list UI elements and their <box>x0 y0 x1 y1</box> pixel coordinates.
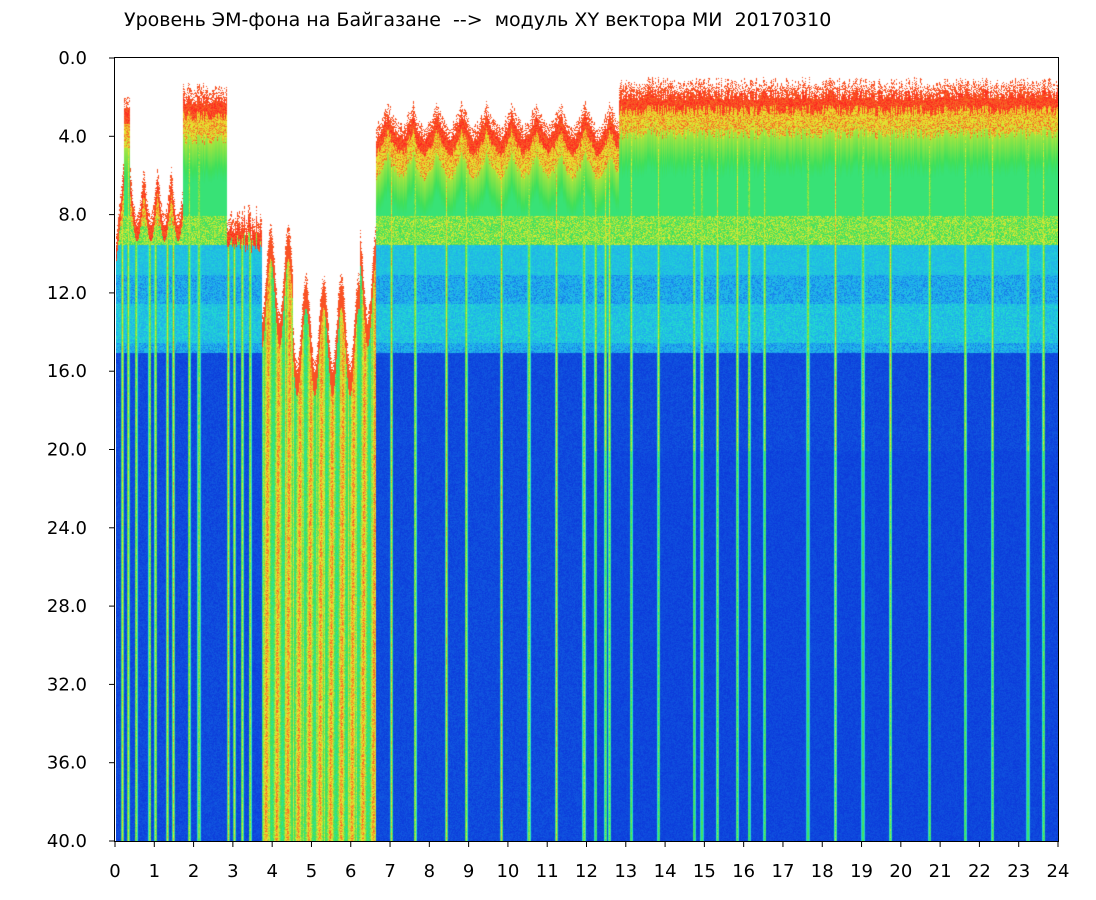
x-tick-label: 22 <box>968 861 991 882</box>
y-tick-label: 20.0 <box>47 440 87 461</box>
chart-title: Уровень ЭМ-фона на Байгазане --> модуль … <box>124 9 832 31</box>
plot-area <box>114 57 1059 842</box>
y-tick-label: 32.0 <box>47 674 87 695</box>
x-tick-label: 7 <box>384 861 395 882</box>
y-tick-label: 24.0 <box>47 518 87 539</box>
x-tick-label: 17 <box>772 861 795 882</box>
x-tick-label: 0 <box>109 861 120 882</box>
y-axis: 0.0 4.0 8.0 12.0 16.0 20.0 24.0 28.0 32.0 36.0 40.… <box>47 48 115 852</box>
y-tick-label: 12.0 <box>47 283 87 304</box>
y-tick-label: 36.0 <box>47 753 87 774</box>
x-tick-label: 1 <box>149 861 160 882</box>
x-tick-label: 12 <box>575 861 598 882</box>
x-tick-label: 23 <box>1007 861 1030 882</box>
x-tick-label: 14 <box>654 861 677 882</box>
x-tick-label: 11 <box>536 861 559 882</box>
x-tick-label: 13 <box>614 861 637 882</box>
x-tick-label: 5 <box>306 861 317 882</box>
y-tick-label: 16.0 <box>47 361 87 382</box>
x-tick-label: 15 <box>693 861 716 882</box>
x-tick-label: 20 <box>889 861 912 882</box>
y-tick-label: 40.0 <box>47 831 87 852</box>
x-axis: 0 1 2 3 4 5 6 7 8 9 10 11 12 13 14 15 16 17 18 19 20 21 22 23 24 <box>109 841 1069 882</box>
x-tick-label: 3 <box>227 861 238 882</box>
x-tick-label: 9 <box>463 861 474 882</box>
spectrogram-heatmap <box>116 59 1058 841</box>
x-tick-label: 4 <box>266 861 277 882</box>
x-tick-label: 2 <box>188 861 199 882</box>
x-tick-label: 19 <box>850 861 873 882</box>
x-tick-label: 8 <box>424 861 435 882</box>
x-tick-label: 10 <box>496 861 519 882</box>
y-tick-label: 8.0 <box>58 205 87 226</box>
y-tick-label: 0.0 <box>58 48 87 69</box>
x-tick-label: 6 <box>345 861 356 882</box>
y-tick-label: 28.0 <box>47 596 87 617</box>
x-tick-label: 18 <box>811 861 834 882</box>
x-tick-label: 21 <box>929 861 952 882</box>
x-tick-label: 16 <box>732 861 755 882</box>
y-tick-label: 4.0 <box>58 126 87 147</box>
x-tick-label: 24 <box>1047 861 1070 882</box>
